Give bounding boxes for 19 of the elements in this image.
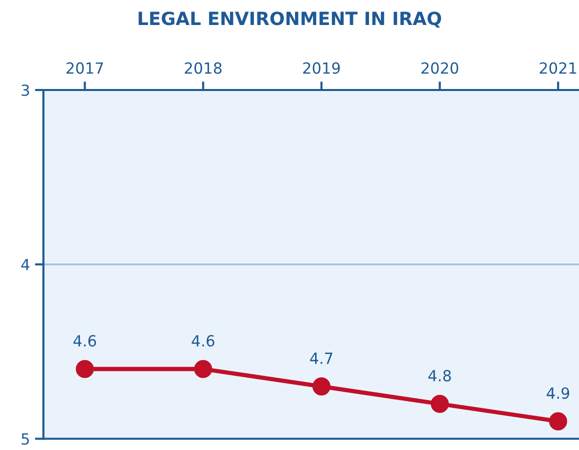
point [76, 360, 94, 378]
point [430, 394, 449, 413]
x-tick-label: 2018 [184, 62, 222, 74]
chart-title: LEGAL ENVIRONMENT IN IRAQ [138, 12, 442, 28]
data-label: 4.9 [546, 387, 570, 399]
data-label: 4.7 [310, 352, 332, 364]
x-tick-label: 2021 [540, 62, 576, 74]
data-label: 4.6 [73, 335, 96, 347]
y-tick-label: 5 [22, 433, 29, 445]
y-tick-label: 4 [21, 259, 30, 270]
data-label: 4.6 [192, 335, 214, 347]
point [312, 377, 330, 396]
x-tick-label: 2020 [421, 62, 458, 74]
point [194, 360, 212, 378]
x-tick-label: 2019 [303, 62, 340, 74]
y-tick-label: 3 [22, 84, 30, 96]
x-tick-label: 2017 [66, 62, 103, 74]
point [549, 412, 568, 430]
data-label: 4.8 [428, 370, 451, 382]
